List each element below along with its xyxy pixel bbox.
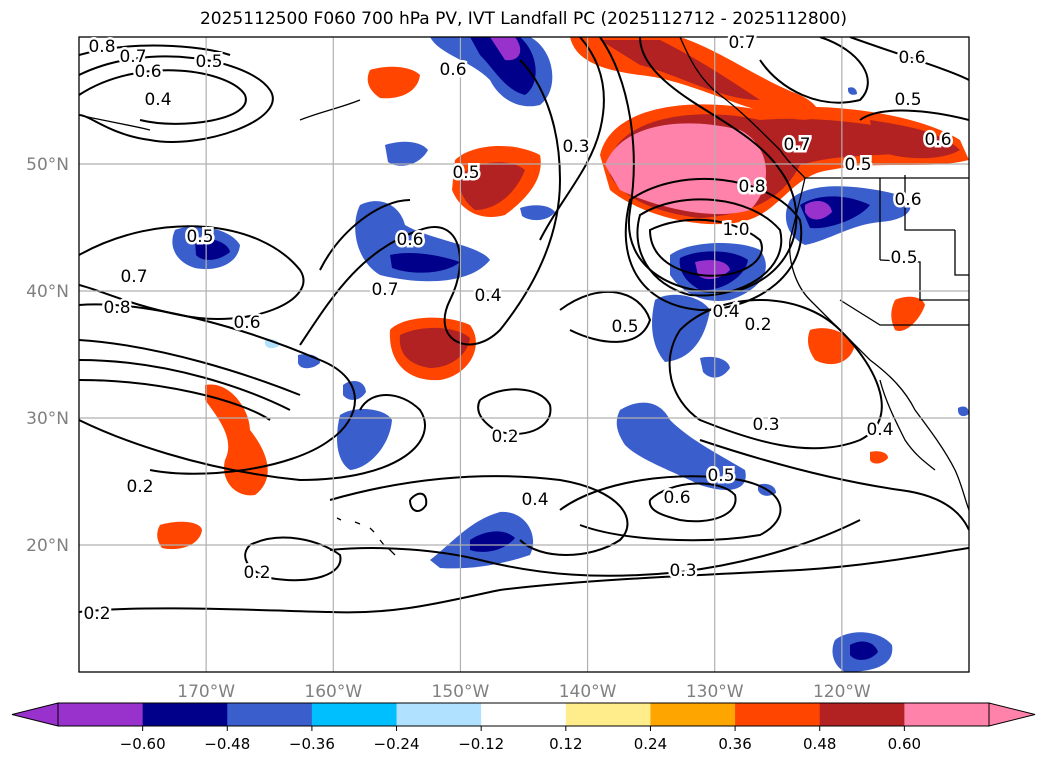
colorbar-extend-low [11, 702, 59, 727]
pv-contours [79, 37, 969, 614]
lat-label: 20°N [26, 536, 69, 556]
contour-label: 0.6 [898, 48, 925, 68]
colorbar-tick-label: 0.60 [888, 735, 921, 753]
colorbar-swatch [227, 703, 313, 726]
lat-label: 50°N [26, 155, 69, 175]
colorbar-tick-label: 0.36 [718, 735, 751, 753]
colorbar-tick-label: −0.48 [204, 735, 250, 753]
contour-label: 1.0 [722, 220, 749, 240]
colorbar-extend-high [988, 702, 1036, 727]
colorbar-swatch [904, 703, 990, 726]
contour-label: 0.2 [243, 563, 270, 583]
colorbar-tick-label: −0.12 [458, 735, 504, 753]
contour-label: 0.4 [866, 420, 893, 440]
contour-label: 0.6 [396, 230, 423, 250]
colorbar-tick-label: −0.60 [120, 735, 166, 753]
colorbar-swatch [481, 703, 567, 726]
lon-label: 140°W [559, 682, 617, 702]
contour-label: 0.2 [744, 315, 771, 335]
contour-label: 0.6 [663, 488, 690, 508]
lon-label: 170°W [177, 682, 235, 702]
contour-label: 0.8 [738, 177, 765, 197]
colorbar-swatch [311, 703, 398, 726]
contour-label: 0.5 [186, 227, 213, 247]
graticule [79, 37, 969, 672]
colorbar-swatch [565, 703, 651, 726]
contour-label: 0.2 [126, 477, 153, 497]
colorbar-tick-label: 0.24 [634, 735, 667, 753]
contour-label: 0.5 [894, 90, 921, 110]
contour-label: 0.6 [134, 62, 161, 82]
lon-label: 130°W [686, 682, 744, 702]
contour-label: 0.4 [521, 490, 548, 510]
contour-label: 0.7 [120, 267, 147, 287]
colorbar-tick-label: 0.48 [803, 735, 836, 753]
lat-label: 30°N [26, 409, 69, 429]
colorbar-tick-label: −0.24 [374, 735, 420, 753]
contour-label: 0.3 [562, 137, 589, 157]
coastlines [79, 37, 969, 556]
contour-label: 0.5 [844, 155, 871, 175]
colorbar-swatch [142, 703, 228, 726]
contour-label: 0.7 [783, 135, 810, 155]
contour-label: 0.7 [119, 47, 146, 67]
contour-label: 0.3 [669, 561, 696, 581]
contour-label: 0.5 [890, 248, 917, 268]
contour-label: 0.6 [439, 60, 466, 80]
contour-label: 0.7 [371, 280, 398, 300]
contour-label: 0.8 [103, 298, 130, 318]
colorbar-swatch [819, 703, 905, 726]
contour-label: 0.5 [707, 466, 734, 486]
lon-label: 120°W [813, 682, 871, 702]
colorbar-swatch [735, 703, 821, 726]
contour-label: 0.5 [195, 52, 222, 72]
contour-label: 0.5 [452, 163, 479, 183]
contour-label: 0.4 [144, 90, 171, 110]
contour-labels: 0.8 0.70.6 0.50.40.60.70.30.50.50.70.80.60… [81, 31, 954, 627]
colorbar-swatch [650, 703, 736, 726]
contour-label: 0.4 [712, 302, 739, 322]
contour-label: 0.6 [924, 130, 951, 150]
map-title: 2025112500 F060 700 hPa PV, IVT Landfall… [199, 9, 847, 29]
colorbar-frame [57, 702, 990, 727]
lon-label: 150°W [432, 682, 490, 702]
pc-shading [157, 37, 969, 672]
latitude-labels: 50°N 40°N 30°N 20°N [26, 155, 69, 556]
contour-label: 0.2 [83, 604, 110, 624]
colorbar-tick-label: −0.36 [289, 735, 335, 753]
lat-label: 40°N [26, 282, 69, 302]
colorbar-swatch [58, 703, 144, 726]
contour-label: 0.7 [728, 33, 755, 53]
map-frame [78, 36, 970, 673]
contour-label: 0.6 [894, 190, 921, 210]
contour-label: 0.5 [611, 317, 638, 337]
contour-label: 0.4 [474, 286, 501, 306]
colorbar-tick-label: 0.12 [549, 735, 582, 753]
contour-label: 0.8 [88, 37, 115, 57]
longitude-labels: 170°W 160°W 150°W 140°W 130°W 120°W [177, 682, 871, 702]
colorbar: −0.60 −0.48 −0.36 −0.24 −0.12 0.12 0.24 0.36 0.4… [11, 702, 1036, 753]
colorbar-swatch [396, 703, 482, 726]
contour-label: 0.6 [233, 313, 260, 333]
contour-label: 0.3 [752, 415, 779, 435]
contour-label: 0.2 [491, 427, 518, 447]
lon-label: 160°W [304, 682, 362, 702]
